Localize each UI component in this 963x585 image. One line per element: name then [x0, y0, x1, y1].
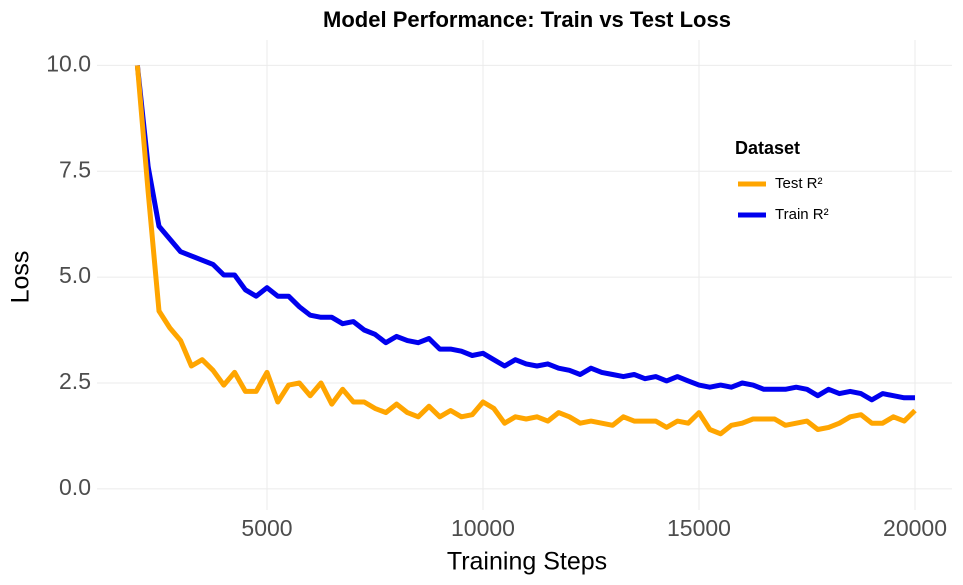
x-tick-label: 5000	[241, 515, 292, 541]
chart-title: Model Performance: Train vs Test Loss	[323, 7, 731, 32]
y-tick-label: 2.5	[59, 368, 91, 394]
y-axis-label: Loss	[7, 251, 35, 304]
x-axis-label: Training Steps	[447, 548, 607, 576]
y-tick-label: 0.0	[59, 474, 91, 500]
legend-label: Train R²	[775, 206, 829, 223]
y-tick-label: 7.5	[59, 156, 91, 182]
y-tick-label: 10.0	[46, 50, 91, 76]
x-tick-label: 10000	[451, 515, 515, 541]
legend-label: Test R²	[775, 175, 823, 192]
y-tick-label: 5.0	[59, 262, 91, 288]
legend: Dataset Test R² Train R²	[735, 138, 829, 223]
x-tick-label: 15000	[667, 515, 731, 541]
x-tick-label: 20000	[883, 515, 947, 541]
series-line	[134, 65, 917, 437]
plot-area	[134, 65, 917, 437]
grid: 0.0 2.5 5.0 7.5 10.0 5000 10000 15000 20000	[46, 40, 952, 541]
series-line	[134, 65, 915, 403]
legend-title: Dataset	[735, 138, 800, 158]
